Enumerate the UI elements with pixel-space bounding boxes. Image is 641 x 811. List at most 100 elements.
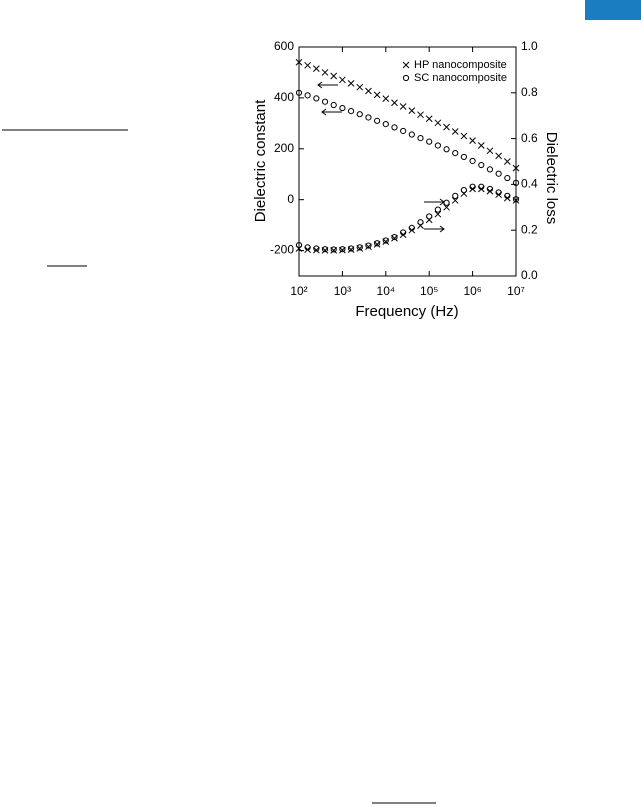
- marker-o: [408, 224, 415, 232]
- marker-o: [460, 153, 468, 161]
- marker-o: [452, 192, 459, 199]
- x-tick-label: 10³: [334, 284, 351, 298]
- marker-x: [408, 107, 416, 114]
- x-tick-label: 10⁶: [463, 284, 481, 298]
- marker-o: [356, 244, 363, 251]
- marker-x: [330, 72, 338, 80]
- marker-o: [486, 185, 494, 193]
- y2-tick-label: 0.2: [521, 222, 538, 236]
- marker-o: [347, 245, 355, 252]
- marker-x: [312, 246, 320, 254]
- marker-o: [495, 189, 502, 196]
- marker-o: [330, 246, 337, 253]
- y-axis-label: Dielectric constant: [252, 99, 269, 222]
- marker-o: [495, 170, 502, 177]
- marker-o: [434, 206, 441, 213]
- marker-o: [478, 183, 485, 190]
- marker-o: [304, 244, 311, 251]
- annotation-arrows: [317, 81, 445, 233]
- marker-o: [356, 111, 363, 118]
- marker-o: [391, 233, 398, 241]
- marker-x: [382, 95, 390, 103]
- marker-x: [365, 87, 372, 95]
- marker-o: [339, 104, 346, 112]
- marker-x: [495, 152, 502, 160]
- marker-x: [339, 76, 346, 84]
- y-tick-label: 0: [287, 192, 294, 206]
- marker-o: [400, 229, 407, 236]
- legend-label: SC nanocomposite: [414, 72, 507, 84]
- marker-o: [391, 124, 398, 131]
- marker-x: [460, 132, 468, 140]
- arrow: [424, 198, 445, 206]
- marker-o: [486, 166, 494, 173]
- marker-o: [478, 161, 485, 169]
- y2-tick-label: 0.4: [521, 177, 538, 191]
- marker-x: [434, 210, 442, 218]
- y-tick-label: 400: [274, 90, 294, 104]
- legend-marker: [402, 61, 410, 69]
- x-tick-label: 10⁴: [377, 284, 396, 298]
- plot-frame: [298, 46, 517, 277]
- y2-axis-label: Dielectric loss: [543, 132, 560, 225]
- marker-o: [339, 246, 346, 253]
- marker-o: [321, 246, 329, 253]
- marker-x: [399, 103, 407, 110]
- marker-o: [400, 127, 407, 135]
- y2-tick-label: 1.0: [521, 39, 538, 53]
- marker-o: [365, 114, 372, 121]
- marker-o: [504, 192, 511, 199]
- marker-o: [443, 199, 450, 206]
- marker-o: [330, 101, 337, 109]
- marker-o: [469, 157, 476, 165]
- x-axis-label: Frequency (Hz): [355, 303, 458, 320]
- marker-x: [486, 147, 494, 155]
- marker-o: [313, 95, 320, 102]
- marker-o: [512, 179, 520, 186]
- marker-o: [426, 213, 433, 220]
- marker-x: [512, 164, 520, 172]
- marker-o: [504, 174, 511, 182]
- marker-x: [477, 142, 485, 149]
- marker-x: [469, 137, 476, 144]
- marker-x: [443, 123, 450, 131]
- marker-o: [417, 219, 424, 226]
- y2-tick-label: 0.0: [521, 268, 538, 282]
- marker-o: [365, 242, 372, 249]
- marker-o: [452, 150, 459, 157]
- marker-o: [321, 98, 329, 105]
- marker-x: [321, 69, 329, 76]
- marker-o: [469, 183, 476, 190]
- marker-x: [417, 111, 424, 119]
- marker-x: [347, 80, 355, 87]
- marker-x: [451, 128, 459, 135]
- arrow: [424, 225, 445, 233]
- marker-o: [313, 245, 320, 252]
- x-tick-label: 10⁵: [420, 284, 438, 298]
- y2-tick-label: 0.6: [521, 131, 538, 145]
- marker-o: [295, 89, 303, 96]
- marker-o: [408, 131, 415, 138]
- arrow: [317, 81, 338, 89]
- marker-o: [426, 138, 433, 145]
- marker-x: [391, 99, 398, 107]
- marker-o: [304, 92, 311, 99]
- marker-x: [373, 91, 381, 99]
- x-tick-label: 10²: [290, 284, 307, 298]
- marker-x: [304, 61, 311, 69]
- marker-o: [512, 196, 520, 203]
- marker-o: [382, 237, 389, 244]
- y-tick-label: -200: [270, 243, 294, 257]
- marker-x: [425, 115, 433, 123]
- marker-x: [312, 65, 320, 72]
- marker-o: [295, 241, 303, 249]
- marker-x: [451, 197, 459, 204]
- marker-o: [443, 146, 450, 153]
- y-tick-label: 600: [274, 39, 294, 53]
- marker-o: [374, 240, 381, 247]
- y2-tick-label: 0.8: [521, 85, 538, 99]
- marker-o: [417, 134, 424, 142]
- marker-o: [347, 108, 355, 115]
